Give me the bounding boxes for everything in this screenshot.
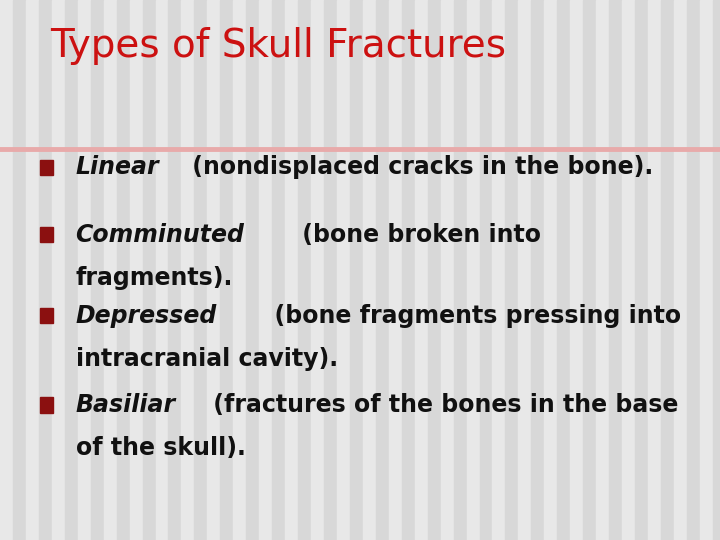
Bar <box>415 0 428 540</box>
Bar <box>350 0 363 540</box>
Bar <box>544 0 557 540</box>
Bar <box>104 0 117 540</box>
Bar <box>441 0 454 540</box>
Bar <box>168 0 181 540</box>
Bar <box>285 0 298 540</box>
Text: (bone fragments pressing into: (bone fragments pressing into <box>258 304 681 328</box>
Bar <box>389 0 402 540</box>
Bar <box>117 0 130 540</box>
Bar <box>272 0 285 540</box>
Bar <box>428 0 441 540</box>
Bar <box>40 227 53 242</box>
Bar <box>635 0 648 540</box>
Bar <box>505 0 518 540</box>
Bar <box>609 0 622 540</box>
Bar <box>622 0 635 540</box>
Bar <box>363 0 376 540</box>
Text: Linear: Linear <box>76 156 159 179</box>
Bar <box>531 0 544 540</box>
Text: Types of Skull Fractures: Types of Skull Fractures <box>50 27 506 65</box>
Bar <box>220 0 233 540</box>
Bar <box>402 0 415 540</box>
Text: fragments).: fragments). <box>76 266 233 290</box>
Bar <box>467 0 480 540</box>
Text: of the skull).: of the skull). <box>76 436 246 460</box>
Bar <box>78 0 91 540</box>
Bar <box>194 0 207 540</box>
Bar <box>181 0 194 540</box>
Bar <box>687 0 700 540</box>
Bar <box>700 0 713 540</box>
Bar <box>596 0 609 540</box>
Bar <box>52 0 65 540</box>
Bar <box>492 0 505 540</box>
Text: (bone broken into: (bone broken into <box>294 223 541 247</box>
Bar <box>298 0 311 540</box>
Bar <box>40 308 53 323</box>
Bar <box>233 0 246 540</box>
Bar <box>91 0 104 540</box>
Bar <box>583 0 596 540</box>
Text: Depressed: Depressed <box>76 304 217 328</box>
Bar <box>518 0 531 540</box>
Bar <box>324 0 337 540</box>
Bar <box>661 0 674 540</box>
Bar <box>480 0 492 540</box>
Bar <box>454 0 467 540</box>
Text: (nondisplaced cracks in the bone).: (nondisplaced cracks in the bone). <box>184 156 653 179</box>
Bar <box>40 397 53 413</box>
Bar <box>648 0 661 540</box>
Bar <box>570 0 583 540</box>
Bar <box>143 0 156 540</box>
Text: intracranial cavity).: intracranial cavity). <box>76 347 338 371</box>
Bar <box>246 0 259 540</box>
Bar <box>39 0 52 540</box>
Bar <box>557 0 570 540</box>
Bar <box>674 0 687 540</box>
Text: Comminuted: Comminuted <box>76 223 245 247</box>
Text: (fractures of the bones in the base: (fractures of the bones in the base <box>204 393 678 417</box>
Bar <box>65 0 78 540</box>
Bar <box>156 0 168 540</box>
Text: Basiliar: Basiliar <box>76 393 176 417</box>
Bar <box>26 0 39 540</box>
Bar <box>13 0 26 540</box>
Bar <box>0 0 13 540</box>
Bar <box>311 0 324 540</box>
Bar <box>259 0 272 540</box>
Bar <box>713 0 720 540</box>
Bar <box>207 0 220 540</box>
Bar <box>376 0 389 540</box>
Bar <box>337 0 350 540</box>
Bar <box>130 0 143 540</box>
Bar <box>40 160 53 175</box>
